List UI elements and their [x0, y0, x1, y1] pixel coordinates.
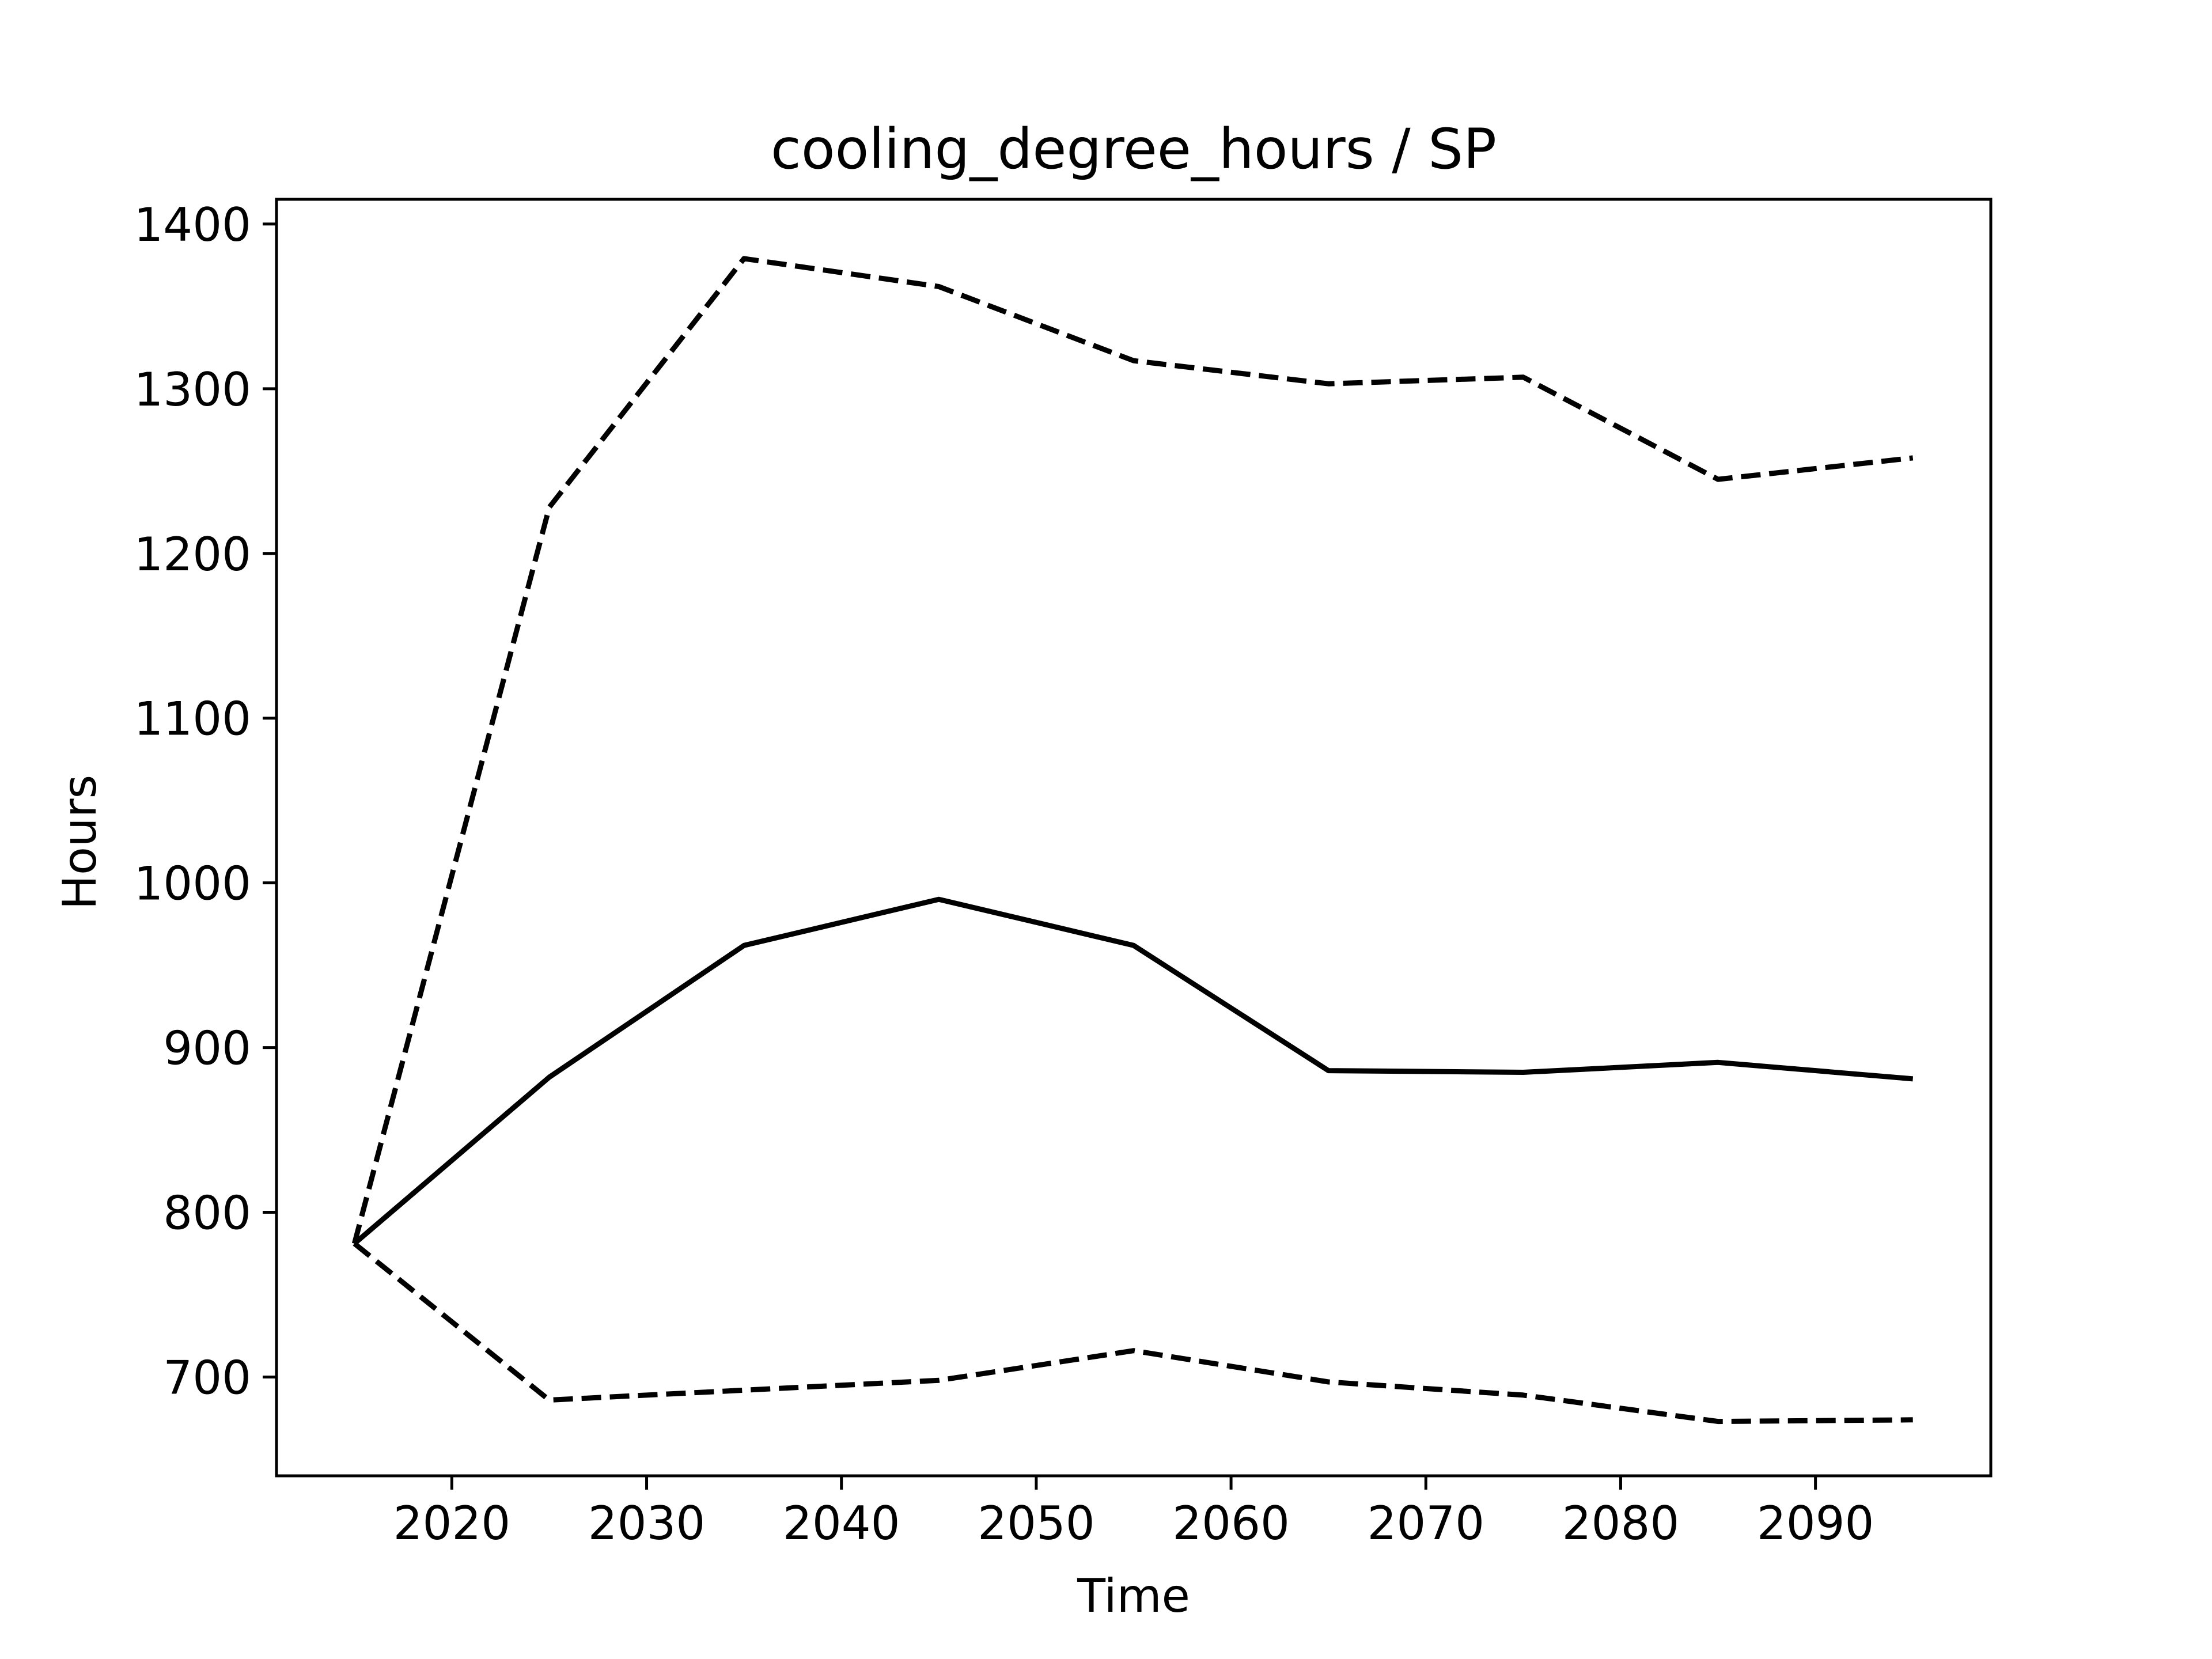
x-tick-label: 2050 [978, 1497, 1095, 1550]
y-tick-label: 1200 [134, 528, 251, 581]
x-tick-label: 2030 [588, 1497, 706, 1550]
x-tick-label: 2090 [1757, 1497, 1874, 1550]
y-tick-label: 1100 [134, 692, 251, 746]
y-tick-label: 1000 [134, 857, 251, 911]
x-axis: 2020 2030 2040 2050 2060 2070 2080 2090 [393, 1476, 1874, 1550]
series-line-1 [353, 896, 1914, 1246]
plot-frame [275, 198, 1993, 1478]
series-layer [351, 256, 1914, 1425]
y-tick-label: 1400 [134, 198, 251, 252]
y-axis: 700 800 900 1000 1100 1200 1300 1400 [134, 198, 276, 1404]
x-tick-label: 2070 [1367, 1497, 1484, 1550]
y-tick-label: 900 [163, 1022, 251, 1075]
chart-title: cooling_degree_hours / SP [771, 117, 1497, 181]
x-tick-label: 2060 [1172, 1497, 1290, 1550]
y-tick-label: 1300 [134, 363, 251, 416]
y-axis-label: Hours [53, 775, 107, 910]
x-axis-label: Time [1077, 1569, 1190, 1623]
y-tick-label: 700 [163, 1351, 251, 1404]
series-line-2 [351, 256, 1914, 1244]
x-tick-label: 2040 [783, 1497, 900, 1550]
x-tick-label: 2080 [1562, 1497, 1680, 1550]
x-tick-label: 2020 [393, 1497, 511, 1550]
series-line-3 [353, 1241, 1913, 1425]
y-tick-label: 800 [163, 1187, 251, 1240]
